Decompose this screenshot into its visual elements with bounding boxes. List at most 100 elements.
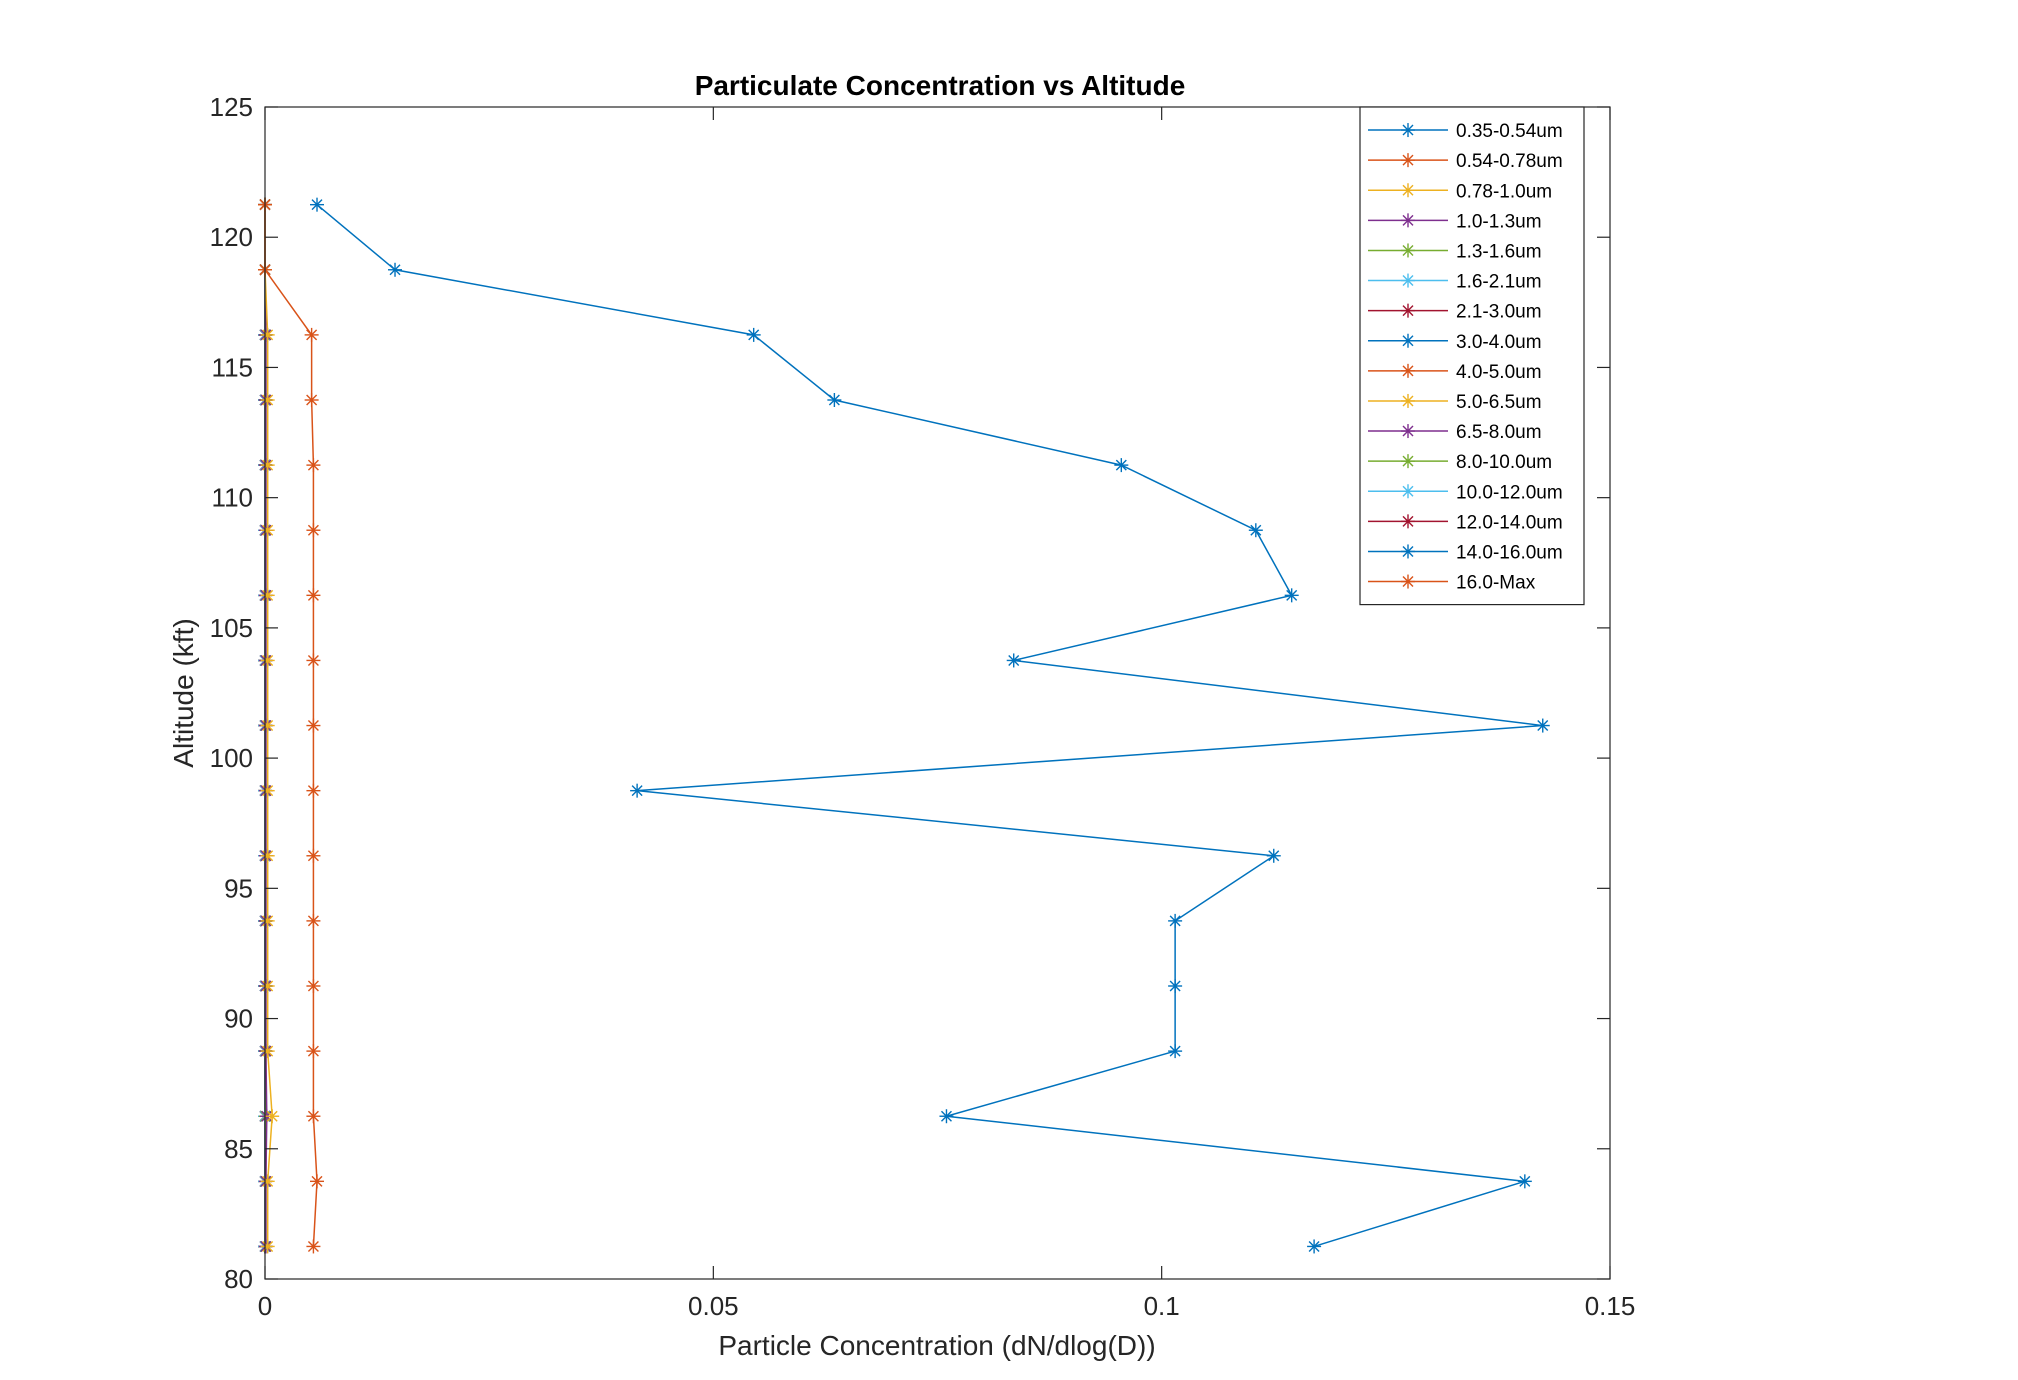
y-tick-label: 115 bbox=[212, 352, 253, 382]
data-point-0.78-1.0um-7 bbox=[260, 653, 275, 668]
legend[interactable]: 0.35-0.54um 0.54-0.78um 0.78-1.0um 1.0-1.3u… bbox=[1359, 106, 1585, 606]
legend-item[interactable]: 8.0-10.0um bbox=[1368, 452, 1552, 473]
data-point-0.35-0.54um-7 bbox=[1006, 653, 1021, 668]
data-point-0.78-1.0um-11 bbox=[260, 913, 275, 928]
legend-item[interactable]: 0.35-0.54um bbox=[1368, 121, 1563, 142]
axis-ticks: 0 0.05 0.1 0.15 80 85 90 95 100 105 110 115 120 125 bbox=[210, 92, 1636, 1321]
data-point-0.35-0.54um-6 bbox=[1284, 588, 1299, 603]
legend-item[interactable]: 3.0-4.0um bbox=[1368, 332, 1542, 353]
data-point-0.78-1.0um-9 bbox=[260, 783, 275, 798]
legend-label: 10.0-12.0um bbox=[1456, 482, 1563, 503]
legend-item[interactable]: 0.54-0.78um bbox=[1368, 151, 1563, 172]
series-0.35-0.54um bbox=[310, 197, 1550, 1254]
legend-marker-0.35-0.54um bbox=[1401, 123, 1415, 138]
data-point-0.35-0.54um-0 bbox=[310, 197, 325, 212]
data-point-0.78-1.0um-15 bbox=[260, 1174, 275, 1189]
data-point-0.35-0.54um-1 bbox=[388, 262, 403, 277]
y-axis-label: Altitude (kft) bbox=[168, 618, 199, 767]
plot-area-border bbox=[264, 106, 1611, 1280]
y-tick-label: 90 bbox=[224, 1004, 253, 1034]
data-point-0.35-0.54um-10 bbox=[1266, 848, 1281, 863]
data-point-0.35-0.54um-11 bbox=[1168, 913, 1183, 928]
legend-marker-2.1-3.0um bbox=[1401, 303, 1415, 318]
legend-label: 8.0-10.0um bbox=[1456, 452, 1552, 473]
legend-label: 0.78-1.0um bbox=[1456, 181, 1552, 202]
legend-label: 12.0-14.0um bbox=[1456, 512, 1563, 533]
data-point-0.54-0.78um-2 bbox=[304, 327, 319, 342]
legend-item[interactable]: 5.0-6.5um bbox=[1368, 392, 1542, 413]
legend-item[interactable]: 14.0-16.0um bbox=[1368, 542, 1563, 563]
data-point-0.35-0.54um-2 bbox=[746, 327, 761, 342]
data-point-0.35-0.54um-9 bbox=[630, 783, 645, 798]
legend-marker-4.0-5.0um bbox=[1401, 363, 1415, 378]
legend-item[interactable]: 4.0-5.0um bbox=[1368, 362, 1542, 383]
data-point-0.54-0.78um-6 bbox=[306, 588, 321, 603]
legend-marker-14.0-16.0um bbox=[1401, 544, 1415, 559]
y-tick-label: 110 bbox=[212, 483, 253, 513]
legend-item[interactable]: 1.0-1.3um bbox=[1368, 211, 1542, 232]
legend-item[interactable]: 1.3-1.6um bbox=[1368, 241, 1542, 262]
data-point-0.54-0.78um-15 bbox=[310, 1174, 325, 1189]
data-point-0.78-1.0um-10 bbox=[260, 848, 275, 863]
data-point-0.35-0.54um-3 bbox=[827, 393, 842, 407]
data-point-0.54-0.78um-4 bbox=[306, 458, 321, 473]
legend-marker-3.0-4.0um bbox=[1401, 333, 1415, 348]
y-tick-label: 100 bbox=[210, 743, 253, 773]
data-point-0.78-1.0um-8 bbox=[260, 718, 275, 733]
data-point-0.78-1.0um-2 bbox=[260, 327, 275, 342]
chart-title: Particulate Concentration vs Altitude bbox=[695, 70, 1186, 101]
legend-marker-8.0-10.0um bbox=[1401, 454, 1415, 469]
legend-label: 5.0-6.5um bbox=[1456, 392, 1542, 413]
data-point-0.78-1.0um-3 bbox=[260, 393, 275, 407]
x-tick-label: 0.05 bbox=[688, 1291, 739, 1321]
y-tick-label: 80 bbox=[224, 1264, 253, 1294]
legend-item[interactable]: 2.1-3.0um bbox=[1368, 302, 1542, 323]
legend-item[interactable]: 6.5-8.0um bbox=[1368, 422, 1542, 443]
data-point-0.35-0.54um-13 bbox=[1168, 1044, 1183, 1059]
data-point-0.54-0.78um-11 bbox=[306, 913, 321, 928]
data-point-0.54-0.78um-10 bbox=[306, 848, 321, 863]
y-tick-label: 125 bbox=[210, 92, 253, 122]
data-point-0.54-0.78um-9 bbox=[306, 783, 321, 798]
y-tick-label: 105 bbox=[210, 613, 253, 643]
legend-label: 14.0-16.0um bbox=[1456, 542, 1563, 563]
legend-label: 6.5-8.0um bbox=[1456, 422, 1542, 443]
legend-item[interactable]: 1.6-2.1um bbox=[1368, 272, 1542, 293]
data-point-0.35-0.54um-4 bbox=[1114, 458, 1129, 473]
data-point-0.35-0.54um-12 bbox=[1168, 979, 1183, 993]
legend-item[interactable]: 16.0-Max bbox=[1368, 573, 1536, 594]
legend-marker-0.78-1.0um bbox=[1401, 183, 1415, 198]
legend-label: 3.0-4.0um bbox=[1456, 332, 1542, 353]
legend-item[interactable]: 0.78-1.0um bbox=[1368, 181, 1552, 202]
data-point-0.35-0.54um-16 bbox=[1307, 1239, 1322, 1254]
legend-item[interactable]: 10.0-12.0um bbox=[1368, 482, 1563, 503]
data-point-0.35-0.54um-8 bbox=[1535, 718, 1550, 733]
legend-label: 2.1-3.0um bbox=[1456, 302, 1542, 323]
data-point-0.35-0.54um-15 bbox=[1517, 1174, 1532, 1189]
legend-item[interactable]: 12.0-14.0um bbox=[1368, 512, 1563, 533]
y-tick-label: 95 bbox=[224, 873, 253, 903]
legend-label: 1.0-1.3um bbox=[1456, 211, 1542, 232]
data-point-0.78-1.0um-4 bbox=[260, 458, 275, 473]
legend-marker-5.0-6.5um bbox=[1401, 393, 1415, 408]
data-point-0.54-0.78um-13 bbox=[306, 1044, 321, 1059]
legend-marker-6.5-8.0um bbox=[1401, 424, 1415, 439]
data-point-0.78-1.0um-12 bbox=[260, 979, 275, 993]
data-point-0.78-1.0um-13 bbox=[260, 1044, 275, 1059]
legend-marker-0.54-0.78um bbox=[1401, 153, 1415, 168]
legend-marker-1.6-2.1um bbox=[1401, 273, 1415, 288]
legend-label: 1.6-2.1um bbox=[1456, 272, 1542, 293]
legend-marker-12.0-14.0um bbox=[1401, 514, 1415, 529]
series-0.54-0.78um bbox=[258, 197, 325, 1254]
data-point-0.54-0.78um-14 bbox=[306, 1109, 321, 1124]
legend-marker-10.0-12.0um bbox=[1401, 484, 1415, 499]
data-point-0.78-1.0um-6 bbox=[260, 588, 275, 603]
series-0.78-1.0um bbox=[258, 197, 280, 1254]
data-point-0.54-0.78um-16 bbox=[306, 1239, 321, 1254]
legend-marker-1.3-1.6um bbox=[1401, 243, 1415, 258]
x-tick-label: 0.15 bbox=[1585, 1291, 1636, 1321]
data-point-0.78-1.0um-14 bbox=[265, 1109, 280, 1124]
legend-label: 16.0-Max bbox=[1456, 573, 1536, 594]
x-axis-label: Particle Concentration (dN/dlog(D)) bbox=[718, 1330, 1155, 1361]
